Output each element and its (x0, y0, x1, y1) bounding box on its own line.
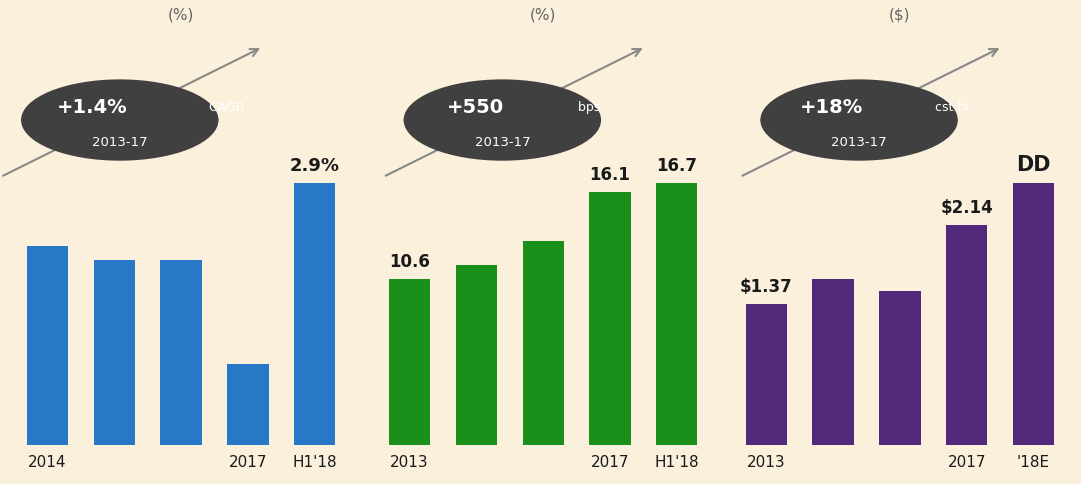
Bar (160, 260, 202, 445)
Bar (27, 246, 68, 445)
Text: +550: +550 (446, 98, 504, 117)
Text: bps: bps (574, 101, 600, 114)
Bar (813, 279, 854, 445)
Ellipse shape (760, 79, 958, 161)
Bar (879, 291, 921, 445)
Bar (656, 183, 697, 445)
Text: 16.7: 16.7 (656, 157, 697, 175)
Text: 10.6: 10.6 (389, 253, 430, 271)
Text: $2.14: $2.14 (940, 199, 993, 217)
Text: cst fx: cst fx (931, 101, 969, 114)
Bar (746, 304, 787, 445)
Text: (%): (%) (168, 7, 195, 22)
Bar (389, 279, 430, 445)
Bar (227, 364, 268, 445)
Text: 16.1: 16.1 (589, 166, 630, 184)
Text: 2013-17: 2013-17 (92, 136, 148, 149)
Bar (456, 265, 497, 445)
Text: DD: DD (1016, 155, 1051, 175)
Text: (%): (%) (530, 7, 557, 22)
Ellipse shape (21, 79, 218, 161)
Text: CAGR: CAGR (205, 101, 244, 114)
Ellipse shape (403, 79, 601, 161)
Text: +18%: +18% (800, 98, 864, 117)
Bar (946, 225, 987, 445)
Bar (1013, 183, 1054, 445)
Bar (294, 183, 335, 445)
Text: ($): ($) (890, 7, 910, 22)
Bar (94, 260, 135, 445)
Bar (522, 241, 564, 445)
Text: +1.4%: +1.4% (57, 98, 128, 117)
Text: $1.37: $1.37 (740, 278, 792, 296)
Text: 2013-17: 2013-17 (831, 136, 886, 149)
Text: 2013-17: 2013-17 (475, 136, 530, 149)
Bar (589, 193, 630, 445)
Text: 2.9%: 2.9% (290, 157, 339, 175)
